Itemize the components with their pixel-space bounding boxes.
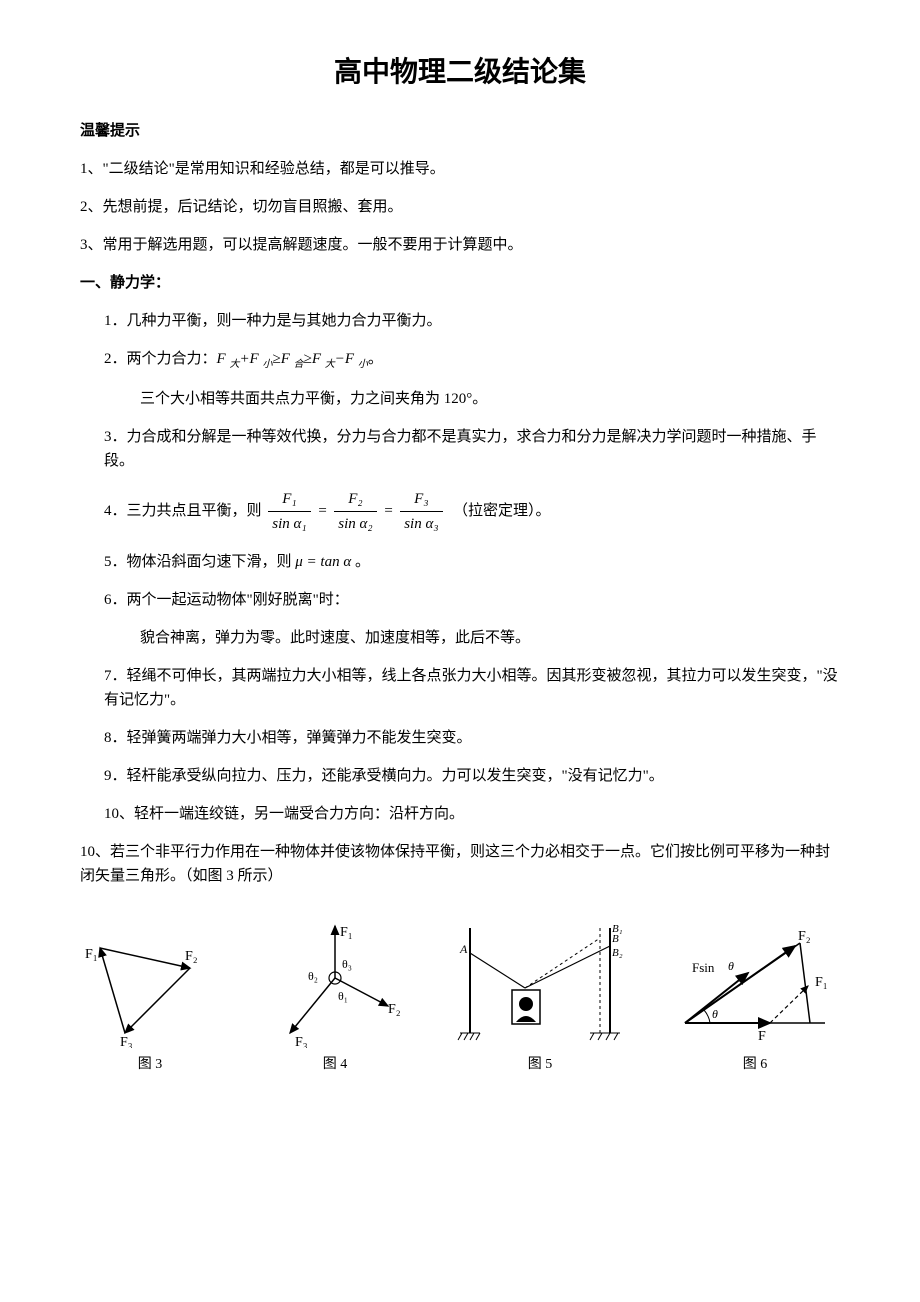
section-1-heading: 一、静力学： — [80, 271, 840, 295]
fig4-th3: θ₃ — [342, 957, 352, 971]
fig4-th2: θ₂ — [308, 969, 318, 983]
figure-6: F₂ F₁ Fsin θ θ F 图 6 — [670, 928, 840, 1076]
fig3-f3: F₃ — [120, 1035, 133, 1048]
figure-3: F₁ F₂ F₃ 图 3 — [80, 928, 220, 1076]
fig4-f3: F₃ — [295, 1035, 308, 1048]
figure-6-label: 图 6 — [670, 1054, 840, 1076]
frac-1: F₁sin α₁ — [268, 487, 310, 536]
figures-row: F₁ F₂ F₃ 图 3 F₁ F₂ F₃ θ₁ θ₂ θ₃ 图 4 — [80, 918, 840, 1076]
fig4-th1: θ₁ — [338, 989, 348, 1003]
item-5-formula: μ = tan α — [295, 554, 351, 570]
figure-4-label: 图 4 — [260, 1054, 410, 1076]
fig6-th: θ — [712, 1007, 718, 1021]
fig5-b: B — [612, 933, 619, 945]
fig6-f2: F₂ — [798, 929, 811, 944]
tips-heading: 温馨提示 — [80, 119, 840, 143]
item-6-sub: 貌合神离，弹力为零。此时速度、加速度相等，此后不等。 — [140, 626, 840, 650]
fig6-th-top: θ — [728, 959, 734, 973]
item-2: 2．两个力合力：F 大+F 小≥F 合≥F 大−F 小。 — [104, 347, 840, 373]
fig6-f1: F₁ — [815, 975, 828, 990]
figure-4-svg: F₁ F₂ F₃ θ₁ θ₂ θ₃ — [260, 918, 410, 1048]
item-7: 7．轻绳不可伸长，其两端拉力大小相等，线上各点张力大小相等。因其形变被忽视，其拉… — [104, 664, 840, 712]
fig4-f1: F₁ — [340, 925, 353, 940]
figure-3-label: 图 3 — [80, 1054, 220, 1076]
doc-title: 高中物理二级结论集 — [80, 50, 840, 95]
item-2-prefix: 2．两个力合力： — [104, 351, 217, 367]
fig4-f2: F₂ — [388, 1002, 401, 1017]
item-5-prefix: 5．物体沿斜面匀速下滑，则 — [104, 554, 295, 570]
fig6-fsin: Fsin — [692, 960, 715, 975]
frac-2: F₂sin α₂ — [334, 487, 376, 536]
figure-5: A B₁ B B₂ 图 5 — [450, 918, 630, 1076]
fig6-f: F — [758, 1029, 766, 1044]
figure-6-svg: F₂ F₁ Fsin θ θ F — [670, 928, 840, 1048]
tip-1: 1、"二级结论"是常用知识和经验总结，都是可以推导。 — [80, 157, 840, 181]
item-10a: 10、轻杆一端连绞链，另一端受合力方向：沿杆方向。 — [104, 802, 840, 826]
item-4-suffix: （拉密定理）。 — [453, 503, 551, 519]
item-10b: 10、若三个非平行力作用在一种物体并使该物体保持平衡，则这三个力必相交于一点。它… — [80, 840, 840, 888]
item-1: 1．几种力平衡，则一种力是与其她力合力平衡力。 — [104, 309, 840, 333]
item-4: 4．三力共点且平衡，则 F₁sin α₁ = F₂sin α₂ = F₃sin … — [104, 487, 840, 536]
fig3-f2: F₂ — [185, 949, 198, 964]
item-5-suffix: 。 — [351, 554, 370, 570]
figure-5-svg: A B₁ B B₂ — [450, 918, 630, 1048]
figure-3-svg: F₁ F₂ F₃ — [80, 928, 220, 1048]
item-9: 9．轻杆能承受纵向拉力、压力，还能承受横向力。力可以发生突变，"没有记忆力"。 — [104, 764, 840, 788]
fig5-b2: B₂ — [612, 947, 623, 959]
item-3: 3．力合成和分解是一种等效代换，分力与合力都不是真实力，求合力和分力是解决力学问… — [104, 425, 840, 473]
figure-4: F₁ F₂ F₃ θ₁ θ₂ θ₃ 图 4 — [260, 918, 410, 1076]
tip-3: 3、常用于解选用题，可以提高解题速度。一般不要用于计算题中。 — [80, 233, 840, 257]
item-2-formula: F 大+F 小≥F 合≥F 大−F 小 — [217, 351, 368, 367]
item-8: 8．轻弹簧两端弹力大小相等，弹簧弹力不能发生突变。 — [104, 726, 840, 750]
item-6: 6．两个一起运动物体"刚好脱离"时： — [104, 588, 840, 612]
figure-5-label: 图 5 — [450, 1054, 630, 1076]
frac-3: F₃sin α₃ — [400, 487, 442, 536]
item-2-sub: 三个大小相等共面共点力平衡，力之间夹角为 120°。 — [140, 387, 840, 411]
item-5: 5．物体沿斜面匀速下滑，则 μ = tan α 。 — [104, 550, 840, 574]
tip-2: 2、先想前提，后记结论，切勿盲目照搬、套用。 — [80, 195, 840, 219]
fig5-a: A — [459, 942, 468, 956]
fig3-f1: F₁ — [85, 947, 98, 962]
item-4-prefix: 4．三力共点且平衡，则 — [104, 503, 265, 519]
